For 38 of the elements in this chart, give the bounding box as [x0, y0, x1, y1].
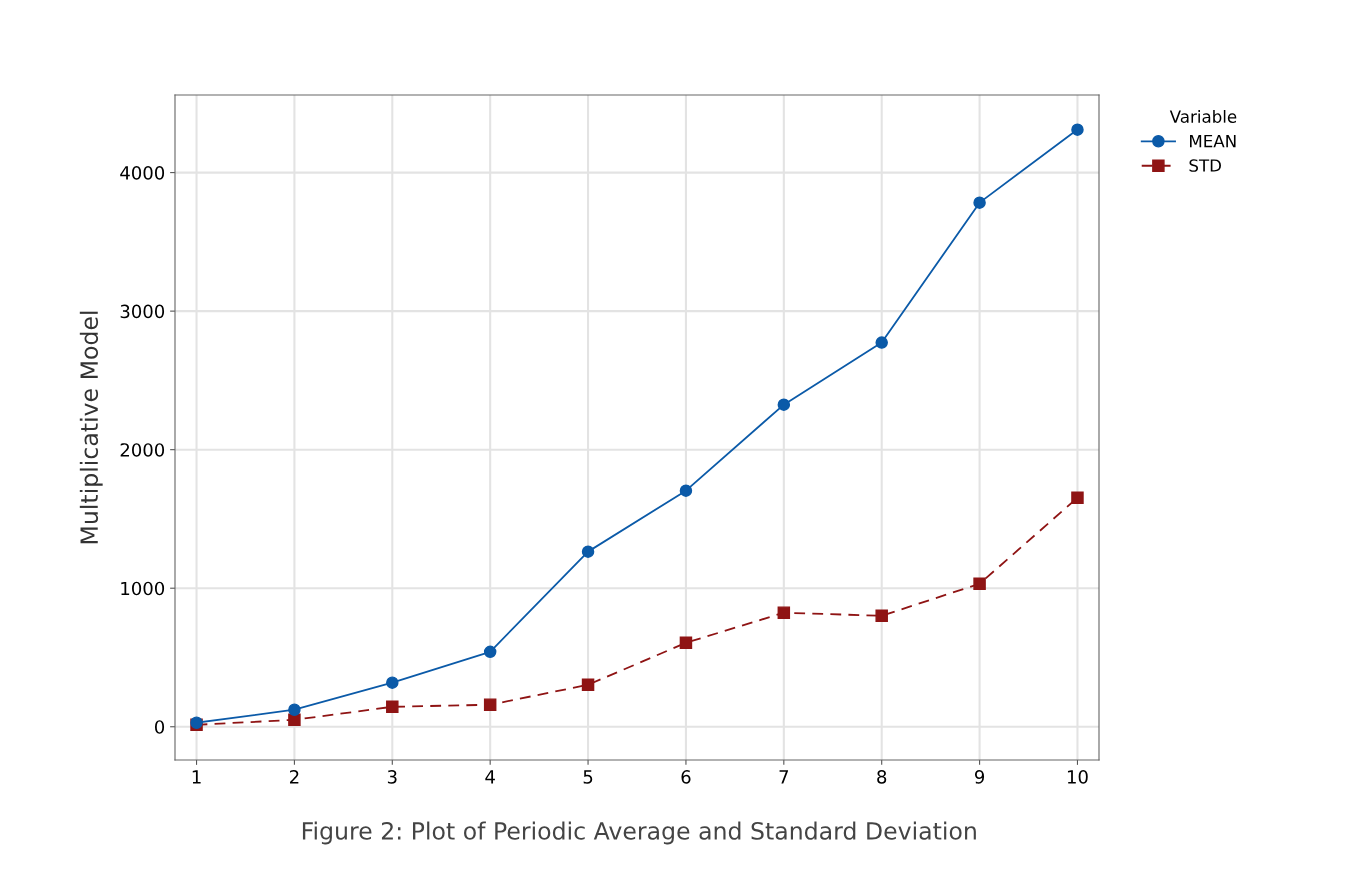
point: [973, 577, 986, 591]
point: [1071, 123, 1084, 136]
point: [679, 636, 693, 650]
y-tick-label: 1000: [121, 581, 165, 596]
x-tick-label: 1: [192, 770, 201, 784]
point: [581, 678, 595, 692]
caption: Figure 2: Plot of Periodic Average and Standard Deviation: [302, 821, 976, 845]
legend-label: STD: [1189, 159, 1221, 172]
x-tick-label: 9: [974, 770, 985, 784]
y-tick-label: 0: [154, 720, 165, 734]
y-tick-label: 3000: [120, 304, 165, 319]
x-tick-label: 2: [289, 770, 299, 784]
point: [386, 700, 399, 714]
point: [288, 703, 301, 716]
point: [875, 609, 888, 623]
y-tick-label: 2000: [120, 443, 165, 457]
x-tick-label: 6: [681, 770, 691, 784]
legend-title: Variable: [1169, 110, 1237, 123]
y-tick-label: 4000: [120, 166, 165, 180]
point: [777, 606, 791, 619]
y-axis-title: Multiplicative Model: [79, 311, 103, 544]
point: [973, 196, 986, 209]
point: [1071, 491, 1084, 504]
x-tick-label: 4: [485, 770, 495, 784]
point: [386, 676, 399, 689]
point: [875, 336, 888, 349]
point: [679, 484, 693, 497]
x-tick-label: 3: [387, 770, 397, 784]
point: [581, 545, 595, 558]
x-tick-label: 7: [779, 770, 789, 784]
x-tick-label: 5: [583, 770, 593, 784]
x-tick-label: 8: [877, 770, 887, 784]
x-tick-label: 10: [1067, 770, 1088, 784]
point: [483, 645, 497, 659]
point: [483, 698, 497, 711]
point: [777, 398, 791, 411]
point: [288, 713, 301, 727]
legend-label: MEAN: [1190, 134, 1236, 148]
